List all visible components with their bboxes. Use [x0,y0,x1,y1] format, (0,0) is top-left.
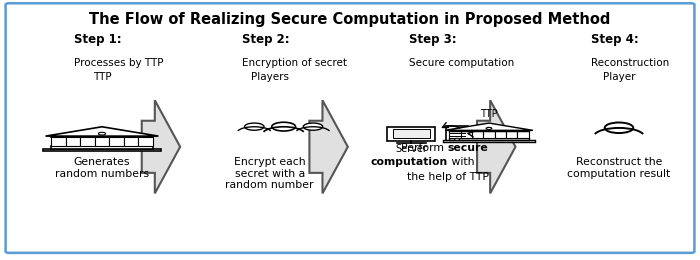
Bar [483,131,495,138]
Bar [449,131,461,138]
Bar [443,140,536,142]
Circle shape [303,123,323,130]
Text: Player: Player [603,72,635,82]
Polygon shape [445,123,533,130]
Bar [51,136,153,137]
Text: Generates
random numbers: Generates random numbers [55,157,149,179]
FancyBboxPatch shape [6,3,694,253]
Bar [506,131,517,138]
Bar [51,146,153,149]
Text: Step 3:: Step 3: [410,33,457,46]
Text: Server: Server [395,144,427,154]
Text: the help of TTP: the help of TTP [407,172,489,181]
Bar [387,127,435,141]
Bar [517,131,528,138]
Bar [449,138,528,140]
Bar [94,137,109,146]
Circle shape [272,122,295,131]
Bar [447,126,468,142]
Bar [449,130,528,131]
Polygon shape [477,100,515,193]
Circle shape [244,123,264,130]
Circle shape [486,127,492,129]
Text: The Flow of Realizing Secure Computation in Proposed Method: The Flow of Realizing Secure Computation… [90,12,610,27]
Text: Encryption of secret: Encryption of secret [241,57,346,68]
Bar [109,137,124,146]
Circle shape [98,132,106,135]
Bar [66,137,80,146]
Text: Secure computation: Secure computation [410,57,514,68]
Text: Encrypt each
secret with a
random number: Encrypt each secret with a random number [225,157,314,190]
Text: Processes by TTP: Processes by TTP [74,57,164,68]
Text: with: with [448,157,475,167]
Bar [124,137,139,146]
Bar [43,149,161,151]
Polygon shape [141,100,180,193]
Text: TTP: TTP [92,72,111,82]
Polygon shape [309,100,348,193]
Text: Step 1:: Step 1: [74,33,122,46]
Polygon shape [46,127,158,136]
Bar [461,131,472,138]
Text: TTP: TTP [480,109,498,119]
Text: secure: secure [448,143,489,153]
Text: Reconstruct the
computation result: Reconstruct the computation result [567,157,671,179]
Bar [80,137,94,146]
Bar [393,129,430,138]
Text: Step 4:: Step 4: [591,33,639,46]
Text: computation: computation [370,157,448,167]
Bar [472,131,483,138]
Circle shape [454,138,460,140]
Text: Reconstruction: Reconstruction [591,57,669,68]
Text: Step 2:: Step 2: [241,33,289,46]
Text: Players: Players [251,72,288,82]
Text: Perform: Perform [401,143,448,153]
Bar [139,137,153,146]
Circle shape [605,122,634,133]
Bar [495,131,506,138]
Bar [51,137,66,146]
